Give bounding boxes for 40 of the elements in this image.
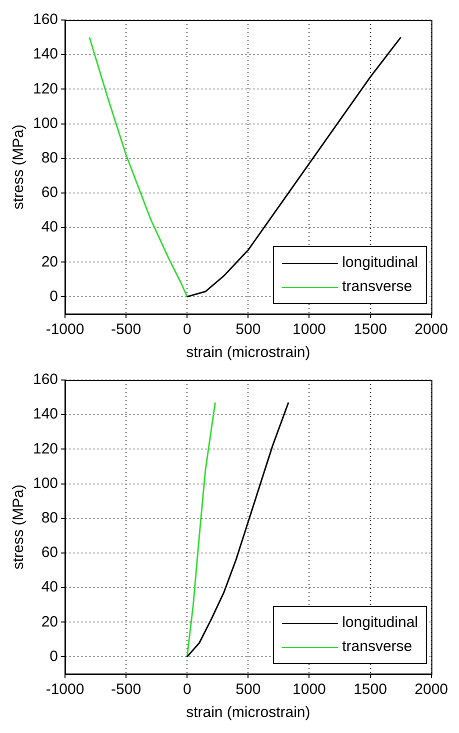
y-tick-label: 160 — [32, 11, 58, 28]
x-tick-label: 1500 — [354, 681, 387, 698]
x-tick-label: 2000 — [414, 681, 448, 698]
y-tick-label: 100 — [32, 474, 58, 492]
x-tick-label: -500 — [111, 681, 142, 698]
legend-label: longitudinal — [342, 253, 418, 273]
y-tick-label: 40 — [41, 578, 58, 596]
x-tick-label: 1500 — [354, 321, 387, 338]
legend-label: transverse — [342, 637, 412, 657]
y-tick-label: 80 — [41, 509, 58, 526]
x-tick-label: 0 — [182, 681, 192, 698]
x-axis-title: strain (microstrain) — [186, 704, 310, 722]
y-axis-title: stress (MPa) — [10, 124, 28, 210]
y-tick-label: 0 — [50, 648, 58, 665]
y-tick-label: 20 — [41, 613, 58, 630]
y-tick-label: 140 — [32, 406, 58, 423]
x-tick-label: -500 — [111, 321, 142, 338]
y-tick-label: 120 — [32, 80, 58, 98]
x-tick-label: -1000 — [46, 321, 84, 338]
x-tick-label: 500 — [236, 321, 261, 338]
y-tick-label: 120 — [32, 440, 58, 458]
x-axis-title: strain (microstrain) — [186, 344, 310, 362]
x-tick-label: -1000 — [46, 681, 84, 698]
y-tick-label: 80 — [41, 149, 58, 166]
x-tick-label: 0 — [182, 321, 192, 338]
y-tick-label: 160 — [32, 371, 58, 388]
y-tick-label: 140 — [32, 46, 58, 63]
y-tick-label: 40 — [41, 218, 58, 236]
x-tick-label: 1000 — [292, 321, 326, 338]
legend-label: longitudinal — [342, 613, 418, 633]
y-tick-label: 60 — [41, 184, 58, 202]
x-tick-label: 500 — [236, 681, 261, 698]
y-tick-label: 20 — [41, 253, 58, 270]
y-tick-label: 60 — [41, 544, 58, 562]
y-tick-label: 100 — [32, 114, 58, 132]
y-tick-label: 0 — [50, 288, 58, 305]
x-tick-label: 1000 — [292, 681, 326, 698]
y-axis-title: stress (MPa) — [10, 484, 28, 570]
legend-label: transverse — [342, 277, 412, 297]
x-tick-label: 2000 — [414, 321, 448, 338]
